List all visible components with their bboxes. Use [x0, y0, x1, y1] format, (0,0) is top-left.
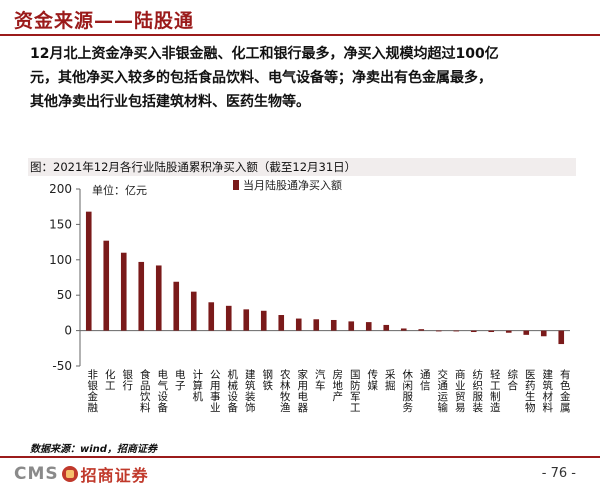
- x-tick-label: 国防军工: [350, 369, 361, 414]
- y-tick-label: 100: [49, 253, 72, 267]
- legend-swatch: [233, 180, 239, 190]
- bar: [400, 328, 407, 331]
- logo-emblem-icon: [61, 466, 78, 482]
- summary-line: 12月北上资金净买入非银金融、化工和银行最多，净买入规模均超过100亿: [30, 46, 499, 62]
- bar: [488, 330, 495, 333]
- x-tick-label: 建筑材料: [543, 368, 554, 414]
- data-source: 数据来源：wind，招商证券: [30, 444, 157, 455]
- footer-divider: [0, 456, 600, 458]
- logo-chinese: 招商证券: [80, 466, 149, 485]
- legend-label: 当月陆股通净买入额: [243, 178, 342, 192]
- x-tick-label: 房地产: [333, 368, 344, 403]
- bar: [190, 291, 197, 331]
- summary-line: 其他净卖出行业包括建筑材料、医药生物等。: [30, 94, 310, 110]
- bar: [155, 265, 162, 331]
- bar: [278, 315, 285, 331]
- bar: [330, 319, 337, 331]
- bar: [540, 330, 547, 337]
- x-tick-label: 钢铁: [263, 368, 274, 392]
- y-tick-label: 200: [49, 182, 72, 196]
- bar: [418, 329, 425, 331]
- figure-caption: 图：2021年12月各行业陆股通累积净买入额（截至12月31日）: [30, 160, 357, 174]
- bar: [243, 309, 250, 331]
- bar: [470, 330, 477, 333]
- bar: [225, 305, 232, 331]
- y-tick-label: 0: [64, 324, 72, 338]
- x-tick-label: 计算机: [193, 368, 204, 403]
- unit-label: 单位：亿元: [92, 183, 147, 197]
- x-tick-label: 医药生物: [525, 369, 536, 414]
- chart-axes: 200 150 100 50 0 -50: [49, 182, 570, 373]
- bar: [85, 211, 92, 331]
- page-title: 资金来源——陆股通: [14, 10, 195, 32]
- x-tick-label: 机械设备: [228, 368, 239, 414]
- x-tick-label: 交通运输: [438, 368, 449, 414]
- bar: [103, 240, 110, 331]
- bar: [453, 330, 460, 332]
- bar: [558, 330, 565, 345]
- bar: [138, 261, 145, 331]
- chart-bars: [85, 211, 565, 345]
- bar: [295, 318, 302, 331]
- bar: [383, 324, 390, 331]
- x-tick-label: 电子: [175, 368, 186, 392]
- y-tick-label: 150: [49, 217, 72, 231]
- figure-caption-bar: [28, 158, 576, 176]
- x-tick-label: 汽车: [315, 368, 326, 392]
- company-logo: CMS 招商证券: [14, 462, 149, 486]
- logo-latin: CMS: [14, 464, 59, 484]
- x-tick-label: 建筑装饰: [245, 368, 256, 414]
- bar: [505, 330, 512, 333]
- x-tick-label: 银行: [123, 368, 134, 392]
- x-tick-label: 综合: [508, 368, 519, 392]
- x-tick-label: 轻工制造: [490, 368, 501, 414]
- bar: [208, 302, 215, 331]
- page-number: - 76 -: [541, 466, 576, 481]
- x-tick-label: 家用电器: [298, 368, 309, 414]
- bar: [523, 330, 530, 335]
- bar: [435, 330, 442, 332]
- chart-x-labels: 非银金融化工银行食品饮料电气设备电子计算机公用事业机械设备建筑装饰钢铁农林牧渔家…: [88, 368, 572, 414]
- x-tick-label: 公用事业: [210, 369, 221, 414]
- x-tick-label: 通信: [420, 369, 431, 392]
- summary-text: 12月北上资金净买入非银金融、化工和银行最多，净买入规模均超过100亿 元，其他…: [30, 42, 590, 114]
- bar: [313, 319, 320, 331]
- x-tick-label: 商业贸易: [455, 368, 466, 414]
- x-tick-label: 采掘: [385, 369, 396, 392]
- x-tick-label: 农林牧渔: [280, 368, 291, 414]
- x-tick-label: 化工: [105, 368, 116, 392]
- bar: [260, 310, 267, 331]
- y-tick-label: -50: [52, 359, 72, 373]
- x-tick-label: 有色金属: [560, 368, 571, 414]
- x-tick-label: 食品饮料: [140, 368, 151, 414]
- x-tick-label: 电气设备: [158, 368, 169, 414]
- bar: [365, 322, 372, 331]
- y-tick-label: 50: [57, 288, 72, 302]
- x-tick-label: 休闲服务: [403, 369, 414, 414]
- bar: [348, 321, 355, 331]
- bar: [173, 281, 180, 331]
- x-tick-label: 非银金融: [88, 369, 99, 414]
- title-divider: [0, 34, 600, 36]
- summary-line: 元，其他净买入较多的包括食品饮料、电气设备等；净卖出有色金属最多，: [30, 70, 492, 86]
- x-tick-label: 纺织服装: [473, 368, 484, 414]
- bar: [120, 252, 127, 331]
- x-tick-label: 传媒: [368, 369, 379, 392]
